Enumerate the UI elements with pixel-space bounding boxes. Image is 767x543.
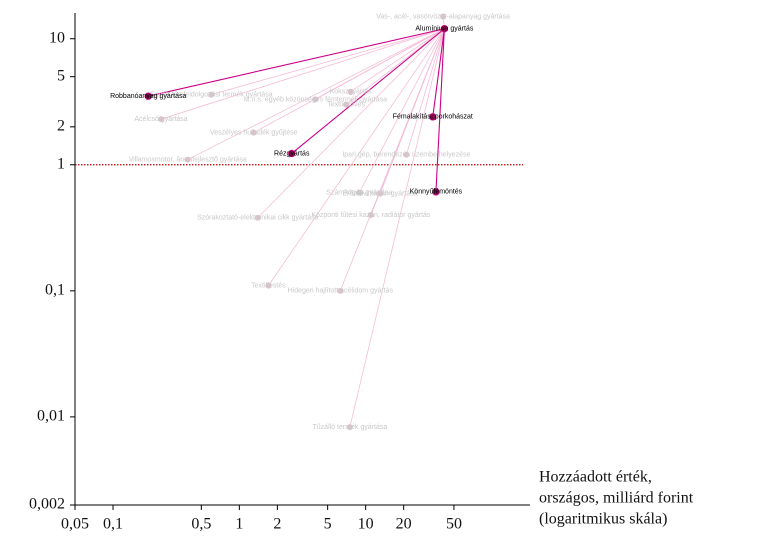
link <box>291 28 445 154</box>
x-tick-label: 0,5 <box>191 516 211 533</box>
point-label: Számítógép gyártása <box>326 190 392 197</box>
point-label: Villamosmotor, áramfejlesztő gyártása <box>129 156 247 163</box>
point <box>265 282 272 289</box>
point-label: Fémalakítás, porkohászat <box>393 114 473 121</box>
link <box>160 28 445 120</box>
x-axis-label: országos, milliárd forint <box>539 490 694 507</box>
point <box>337 287 344 294</box>
point <box>158 116 165 123</box>
link <box>253 28 445 133</box>
link <box>435 28 445 192</box>
point <box>346 424 353 431</box>
y-tick-label: 2 <box>57 118 65 135</box>
link <box>339 28 445 291</box>
x-tick-label: 0,1 <box>103 516 123 533</box>
y-tick-label: 10 <box>49 29 65 46</box>
x-tick-label: 1 <box>235 516 243 533</box>
point <box>440 13 447 20</box>
point <box>429 113 437 121</box>
point-label: Textilfestés <box>251 282 286 289</box>
y-tick-label: 0,01 <box>37 408 65 425</box>
point-label: Veszélyes hulladék gyűjtése <box>210 129 298 136</box>
x-tick-label: 20 <box>396 516 412 533</box>
x-tick-label: 10 <box>358 516 374 533</box>
hub-point <box>440 25 449 33</box>
link <box>358 28 445 193</box>
link <box>349 28 445 428</box>
x-tick-label: 5 <box>324 516 332 533</box>
y-tick-label: 0,1 <box>45 282 65 299</box>
point <box>347 88 354 95</box>
point <box>184 156 191 163</box>
point-label: Tűzálló termék gyártása <box>313 424 388 431</box>
point-label: Központi fűtési kazán, radiátor gyártás <box>311 212 431 219</box>
x-tick-label: 0,05 <box>61 516 89 533</box>
link <box>187 28 445 160</box>
point-label: Robbanóanyag gyártása <box>110 93 186 100</box>
point-label: Ipari gép, berendezés üzembe helyezése <box>342 152 470 159</box>
link <box>405 28 445 155</box>
point-label: Kokszgyártás <box>330 89 373 96</box>
x-axis-label: (logaritmikus skála) <box>539 511 667 528</box>
point <box>250 129 257 136</box>
link <box>211 28 445 96</box>
point <box>377 190 384 197</box>
y-tick-label: 1 <box>57 155 65 172</box>
point <box>432 188 440 196</box>
point-label: Erőművi kazán gyártása <box>343 191 418 198</box>
point <box>312 96 319 103</box>
point <box>144 92 152 100</box>
point-label: Textilszövés <box>327 101 365 108</box>
hub-label: Alumínium gyártás <box>415 26 473 33</box>
point-label: Vas-, acél-, vasötvözet-alapanyag gyártá… <box>376 13 510 20</box>
point <box>288 149 296 158</box>
point-label: Rézgyártás <box>274 150 310 157</box>
point-label: Könnyűfémöntés <box>410 189 463 196</box>
link <box>350 28 445 93</box>
link <box>268 28 445 286</box>
point <box>343 101 350 108</box>
link <box>148 28 445 97</box>
y-tick-label: 0,002 <box>29 496 65 513</box>
point-label: Acélcső gyártása <box>134 116 187 123</box>
link <box>345 28 445 105</box>
link <box>432 28 445 117</box>
x-tick-label: 2 <box>273 516 281 533</box>
point-label: Egyéb fémfeldolgozási termék gyártása <box>150 92 273 99</box>
point <box>254 214 261 221</box>
x-tick-label: 50 <box>446 516 462 533</box>
y-tick-label: 5 <box>57 67 65 84</box>
point <box>208 91 215 98</box>
point-label: Szórakoztató-elektronikai cikk gyártása <box>197 215 318 222</box>
point <box>403 151 410 158</box>
point-label: Hidegen hajlított acélidom gyártás <box>288 288 394 295</box>
x-axis-label: Hozzáadott érték, <box>539 469 652 486</box>
link <box>257 28 445 219</box>
point <box>356 189 363 196</box>
point <box>367 211 374 218</box>
point-label: M.n.s. egyéb közönséges fémtermék gyártá… <box>244 96 387 103</box>
